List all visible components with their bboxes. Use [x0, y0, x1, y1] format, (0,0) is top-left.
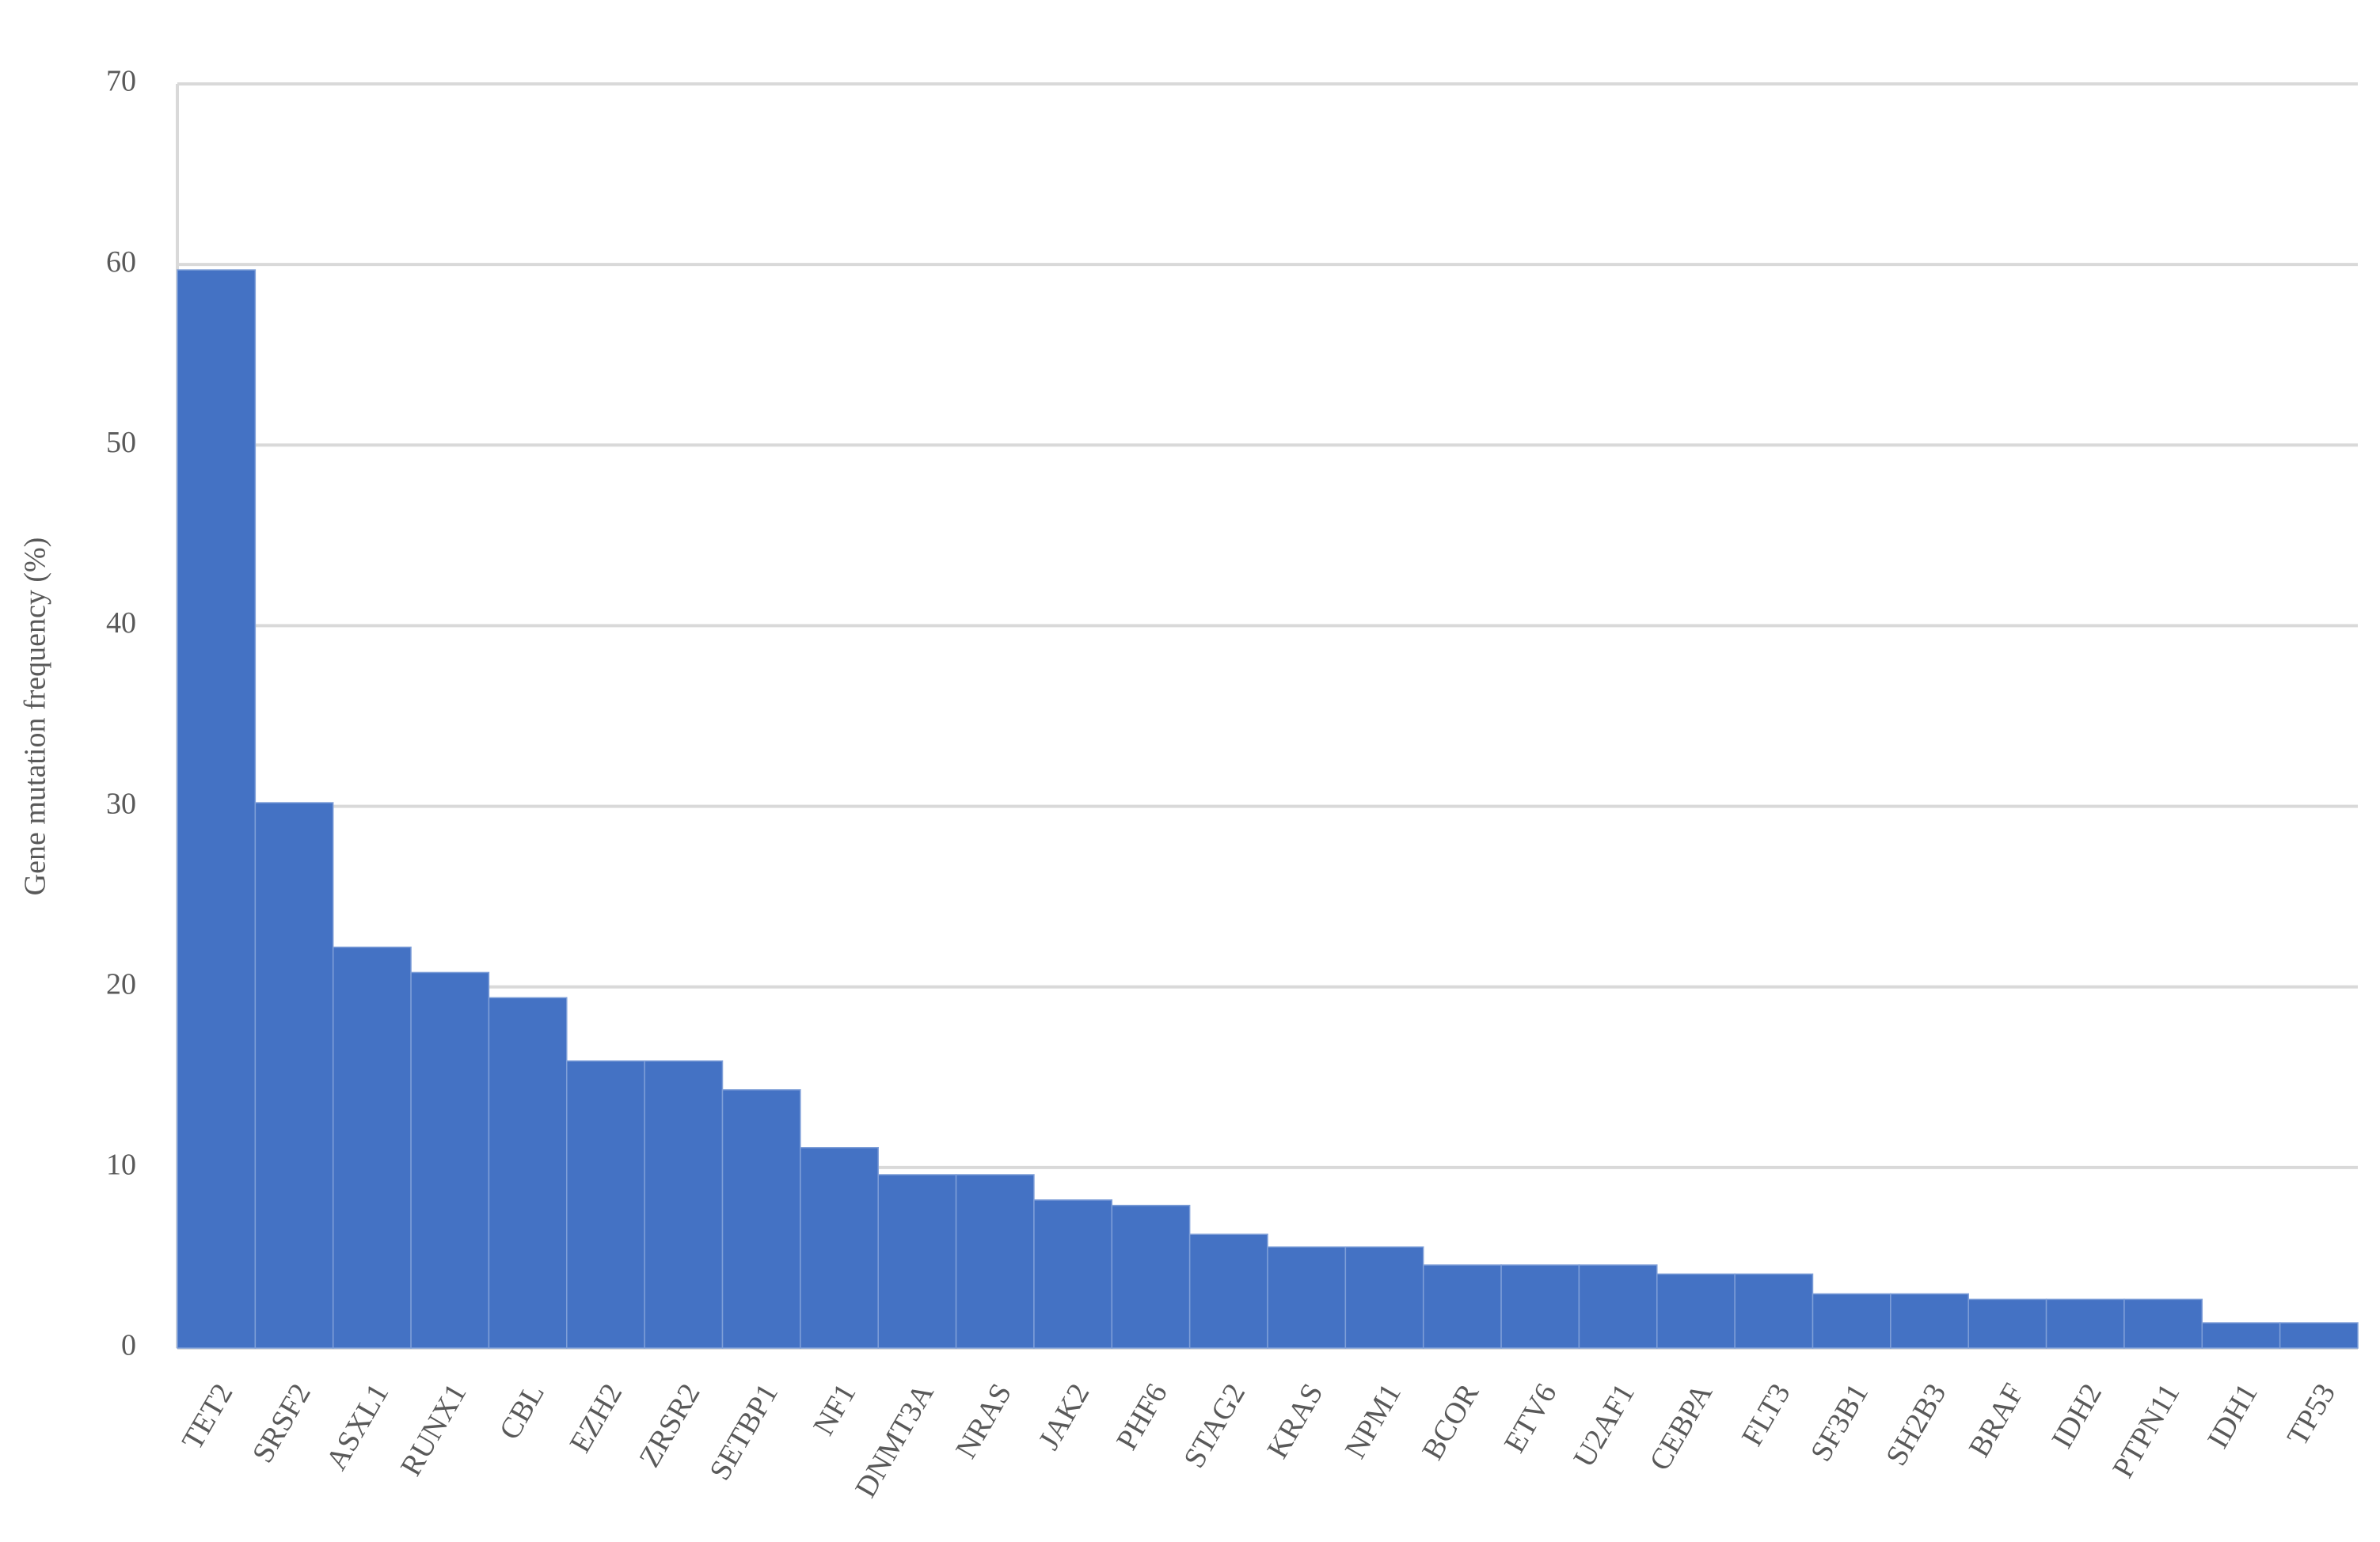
x-tick-label: EZH2 [563, 1378, 629, 1458]
x-tick-label: TP53 [2281, 1378, 2343, 1451]
bar [177, 269, 257, 1349]
y-tick-label: 70 [106, 65, 136, 98]
y-tick-label: 60 [106, 245, 136, 279]
bar [1267, 1246, 1347, 1349]
bar [1422, 1264, 1502, 1349]
x-tick-label: PTPN11 [2106, 1378, 2186, 1483]
bar [2123, 1298, 2203, 1349]
x-tick-label: SRSF2 [246, 1378, 317, 1468]
x-tick-label: PHF6 [1110, 1378, 1174, 1456]
y-tick-label: 30 [106, 787, 136, 820]
bar [1500, 1264, 1580, 1349]
bar [566, 1060, 645, 1349]
x-tick-label: IDH2 [2045, 1378, 2108, 1454]
bar [877, 1174, 957, 1349]
x-tick-label: ZRSR2 [633, 1378, 706, 1473]
bar [1111, 1205, 1191, 1349]
x-tick-label: IDH1 [2201, 1378, 2264, 1454]
bar [1734, 1273, 1814, 1349]
bar [1967, 1298, 2047, 1349]
bar [1344, 1246, 1424, 1349]
bar [1890, 1293, 1969, 1349]
bar [1188, 1233, 1268, 1349]
x-tick-label: NF1 [807, 1378, 862, 1441]
bar [410, 971, 490, 1349]
y-tick-label: 10 [106, 1149, 136, 1182]
x-tick-label: FLT3 [1736, 1378, 1797, 1452]
bar [2045, 1298, 2125, 1349]
x-tick-label: TET2 [176, 1378, 240, 1456]
y-tick-label: 20 [106, 967, 136, 1001]
bar [1656, 1273, 1736, 1349]
y-tick-label: 0 [121, 1329, 136, 1362]
x-tick-label: JAK2 [1032, 1378, 1097, 1456]
bar [955, 1174, 1035, 1349]
x-tick-label: CBL [493, 1378, 551, 1445]
x-tick-label: RUNX1 [394, 1378, 473, 1482]
x-tick-label: BCOR [1416, 1377, 1485, 1465]
bar [1812, 1293, 1891, 1349]
bar [254, 802, 334, 1349]
x-tick-label: STAG2 [1177, 1378, 1252, 1474]
x-tick-label: SH2B3 [1880, 1378, 1952, 1472]
x-tick-label: NPM1 [1339, 1378, 1408, 1464]
x-tick-label: ETV6 [1498, 1378, 1564, 1458]
x-tick-label: ASXL1 [320, 1378, 395, 1476]
bar [2279, 1322, 2359, 1349]
bar [488, 997, 568, 1349]
bar [332, 946, 412, 1349]
bar [721, 1089, 801, 1349]
bar [800, 1147, 879, 1349]
bar [2201, 1322, 2281, 1349]
x-tick-label: DNMT3A [849, 1377, 941, 1503]
x-tick-label: NRAS [949, 1378, 1018, 1464]
x-tick-label: CEBPA [1643, 1377, 1719, 1476]
bar [1033, 1199, 1113, 1349]
bar [1578, 1264, 1658, 1349]
x-tick-label: SETBP1 [703, 1378, 785, 1486]
y-tick-label: 40 [106, 606, 136, 640]
x-tick-label: SF3B1 [1804, 1378, 1875, 1467]
x-tick-label: BRAF [1963, 1378, 2031, 1463]
x-tick-label: U2AF1 [1568, 1378, 1641, 1473]
y-axis-title: Gene mutation frequency (%) [19, 537, 52, 896]
y-tick-label: 50 [106, 426, 136, 459]
bar [644, 1060, 724, 1349]
x-tick-label: KRAS [1260, 1378, 1329, 1464]
